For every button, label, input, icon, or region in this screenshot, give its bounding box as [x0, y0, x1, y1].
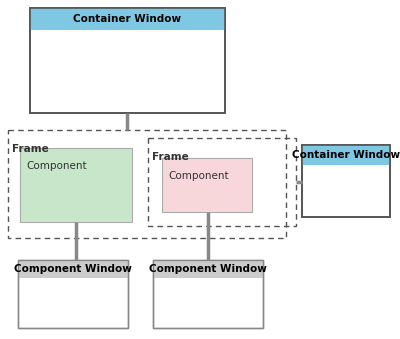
Bar: [153, 260, 263, 328]
Text: Frame: Frame: [12, 144, 49, 154]
Bar: [148, 138, 296, 226]
Text: Component: Component: [26, 161, 87, 171]
Text: Container Window: Container Window: [292, 150, 400, 160]
Bar: [30, 8, 225, 113]
Bar: [162, 158, 252, 212]
Bar: [302, 145, 390, 217]
Bar: [302, 145, 390, 165]
Bar: [30, 8, 225, 30]
Bar: [18, 260, 128, 328]
Bar: [153, 260, 263, 278]
Text: Component Window: Component Window: [149, 264, 267, 274]
Bar: [30, 8, 225, 113]
Bar: [153, 260, 263, 328]
Text: Frame: Frame: [152, 152, 189, 162]
Bar: [20, 148, 132, 222]
Bar: [18, 260, 128, 328]
Bar: [18, 260, 128, 278]
Text: Component: Component: [168, 171, 229, 181]
Text: Component Window: Component Window: [14, 264, 132, 274]
Text: Container Window: Container Window: [74, 14, 182, 24]
Bar: [302, 145, 390, 217]
Bar: [8, 130, 286, 238]
